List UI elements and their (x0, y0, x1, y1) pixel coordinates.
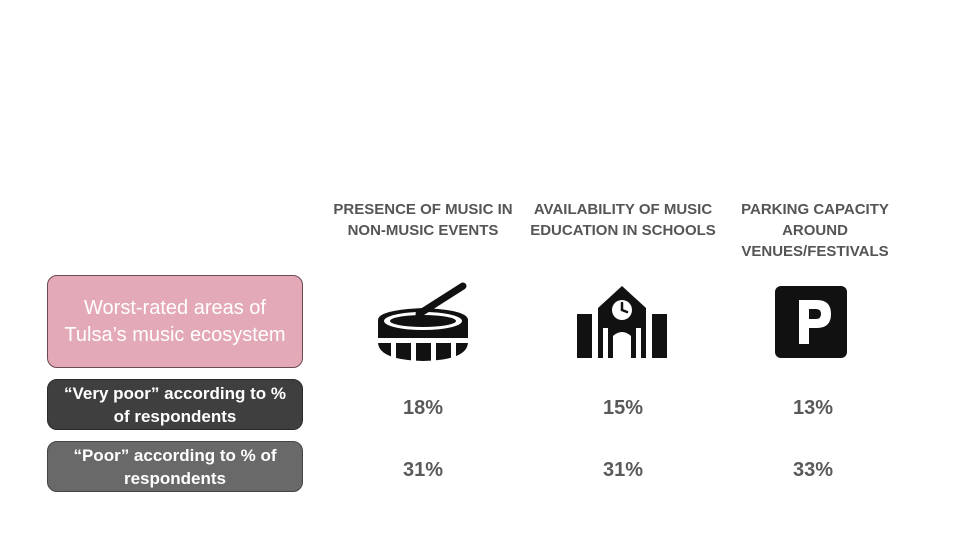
row-label-poor-text: “Poor” according to % of respondents (73, 445, 277, 488)
column-header-parking: PARKING CAPACITY AROUND VENUES/FESTIVALS (741, 201, 889, 260)
table-title: Worst-rated areas of Tulsa’s music ecosy… (47, 275, 303, 368)
parking-icon (775, 286, 847, 358)
row-label-very-poor-text: “Very poor” according to % of respondent… (64, 383, 286, 426)
drum-icon (378, 282, 468, 361)
column-header-music-events: PRESENCE OF MUSIC IN NON-MUSIC EVENTS (333, 201, 513, 239)
cell-very-poor-music-events: 18% (402, 397, 444, 419)
row-label-very-poor: “Very poor” according to % of respondent… (47, 379, 303, 430)
school-icon (577, 286, 667, 358)
cell-poor-parking: 33% (792, 459, 834, 481)
table-title-text: Worst-rated areas of Tulsa’s music ecosy… (64, 296, 286, 346)
row-label-poor: “Poor” according to % of respondents (47, 441, 303, 492)
cell-very-poor-parking: 13% (792, 397, 834, 419)
cell-poor-music-education: 31% (602, 459, 644, 481)
column-header-music-education: AVAILABILITY OF MUSIC EDUCATION IN SCHOO… (530, 201, 716, 239)
cell-poor-music-events: 31% (402, 459, 444, 481)
cell-very-poor-music-education: 15% (602, 397, 644, 419)
